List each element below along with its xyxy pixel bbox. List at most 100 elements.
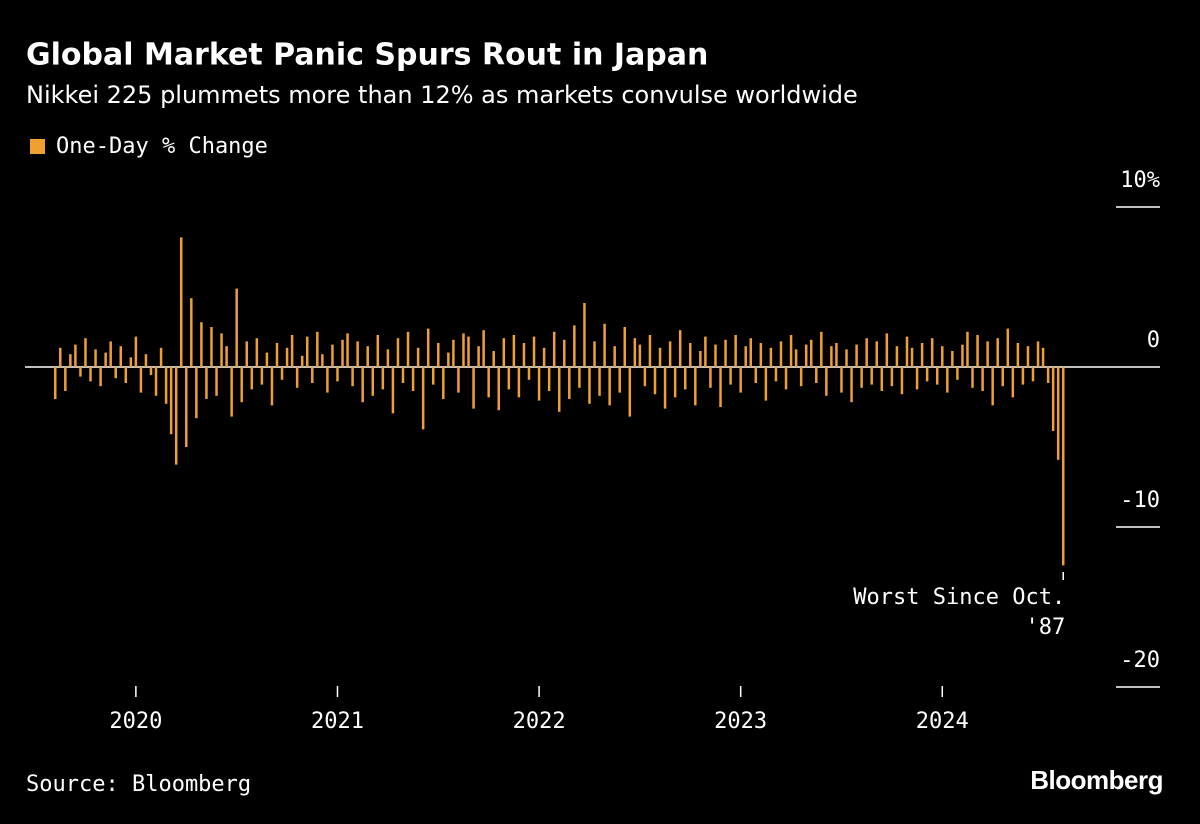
bar [89, 367, 92, 382]
bar [295, 367, 299, 388]
bar [941, 346, 944, 367]
bar [205, 367, 208, 399]
bar [749, 338, 753, 367]
bar [668, 341, 672, 367]
bar [53, 367, 57, 399]
bar [653, 367, 657, 395]
bar [739, 367, 742, 393]
bar [210, 327, 213, 367]
bar [1031, 367, 1035, 382]
bar [825, 367, 828, 396]
bar [316, 331, 319, 367]
bar [850, 367, 853, 403]
bar [709, 367, 712, 388]
bar [477, 346, 480, 367]
bar [225, 346, 228, 367]
bar [290, 335, 294, 367]
bar [119, 346, 123, 367]
bar [1026, 346, 1030, 367]
bar [275, 343, 279, 367]
bar [185, 367, 188, 447]
bar [411, 367, 415, 391]
bar [99, 367, 102, 387]
bar [260, 367, 264, 385]
bar [804, 344, 808, 367]
bar [532, 336, 536, 367]
bar [164, 367, 168, 404]
bar [991, 367, 994, 406]
bar [507, 367, 511, 390]
bar [406, 331, 410, 367]
bar [925, 367, 929, 382]
bar [79, 367, 82, 377]
bar [547, 367, 551, 391]
y-tick-label: -10 [1120, 488, 1160, 513]
bar [200, 322, 203, 367]
bar [59, 347, 62, 367]
bar [966, 331, 969, 367]
bar [552, 331, 556, 367]
bar [356, 341, 359, 367]
bar [809, 339, 813, 367]
bar [623, 327, 627, 367]
x-tick-label: 2022 [513, 709, 566, 734]
bar [996, 338, 999, 367]
bar [830, 346, 833, 367]
bar [618, 367, 621, 393]
bar [74, 344, 77, 367]
bar [1001, 367, 1005, 387]
bar [820, 331, 823, 367]
bar [628, 367, 632, 417]
bar [593, 341, 596, 367]
bar [759, 343, 763, 367]
bar [568, 367, 571, 399]
bar [69, 354, 72, 367]
bar [437, 343, 440, 367]
bar [673, 367, 677, 398]
bar [401, 367, 405, 383]
bar [255, 338, 259, 367]
bar [946, 367, 949, 393]
bar [643, 367, 647, 387]
bar [920, 343, 924, 367]
bar [169, 367, 173, 435]
bar [482, 330, 485, 367]
bar [381, 367, 385, 390]
bar [154, 367, 158, 396]
x-tick-label: 2021 [311, 709, 364, 734]
bar [910, 347, 914, 367]
bar [729, 367, 732, 385]
annotation: '87 [1025, 615, 1065, 640]
bar [895, 346, 899, 367]
bar [598, 367, 601, 396]
bar [346, 333, 349, 367]
bar [890, 367, 894, 387]
bar [452, 339, 455, 367]
bar [663, 367, 667, 409]
source: Source: Bloomberg [26, 772, 251, 797]
bar [840, 367, 843, 393]
bar [311, 367, 314, 383]
bar [961, 344, 964, 367]
bar [734, 335, 737, 367]
bar [139, 367, 143, 393]
bar [689, 343, 692, 367]
bar [1036, 341, 1040, 367]
bar [905, 336, 909, 367]
bar [84, 338, 87, 367]
bar [1021, 367, 1025, 385]
bar [371, 367, 375, 396]
chart-subtitle: Nikkei 225 plummets more than 12% as mar… [26, 81, 858, 109]
bar [94, 349, 97, 367]
bar [149, 367, 153, 375]
bar [386, 349, 390, 367]
bar [724, 339, 727, 367]
bar [376, 335, 380, 367]
bar [305, 336, 309, 367]
bar [497, 367, 501, 411]
bar [114, 367, 117, 379]
bar [1016, 343, 1020, 367]
bar [442, 367, 445, 399]
bar [719, 367, 722, 407]
